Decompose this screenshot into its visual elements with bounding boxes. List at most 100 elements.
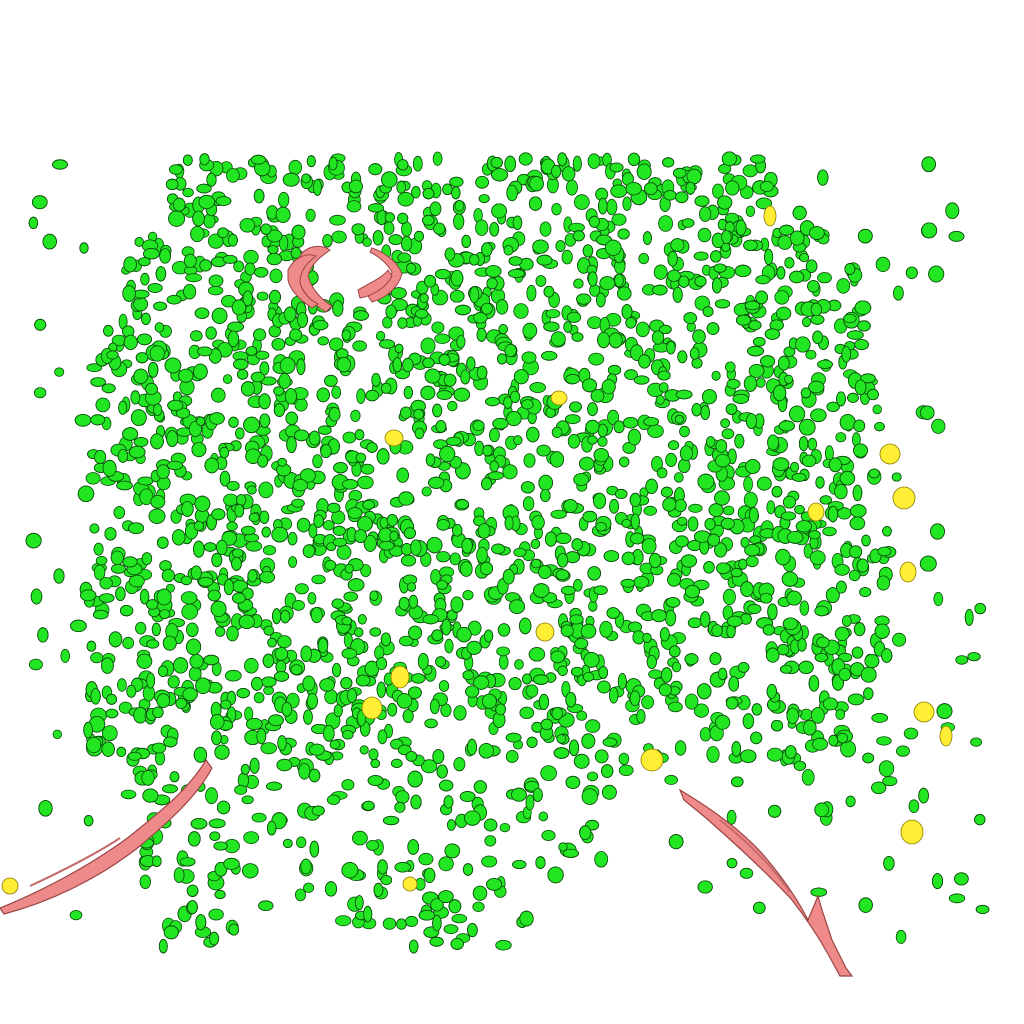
cell-blob (167, 675, 180, 689)
cell-blob (526, 426, 540, 443)
cell-blob (242, 863, 259, 879)
cell-blob (209, 831, 221, 841)
cell-blob (126, 684, 137, 698)
cell-blob (748, 363, 765, 378)
cell-blob (609, 687, 619, 704)
cell-blob (207, 589, 221, 602)
cell-blob (450, 938, 464, 950)
cell-blob (816, 636, 830, 649)
cell-blob (449, 176, 464, 188)
cell-blob (535, 856, 546, 869)
cell-blob (653, 264, 668, 280)
cell-blob (694, 295, 711, 311)
cell-blob (459, 791, 476, 802)
cell-blob (576, 710, 588, 721)
cell-blob (891, 472, 902, 482)
cell-blob (805, 349, 817, 360)
cell-blob (209, 412, 225, 425)
cell-blob (857, 228, 873, 244)
cell-blob (814, 802, 829, 818)
cell-blob (489, 460, 499, 473)
cell-blob (876, 736, 892, 746)
cell-blob (317, 637, 329, 654)
cell-blob (875, 256, 891, 272)
cell-blob (375, 330, 386, 341)
cell-blob (54, 367, 65, 377)
cell-blob (635, 321, 650, 338)
cell-blob (377, 859, 388, 875)
cell-blob (319, 678, 335, 692)
cell-blob (195, 914, 207, 931)
cell-blob (609, 498, 619, 514)
cell-blob (808, 380, 825, 394)
cell-blob (571, 332, 584, 342)
cell-blob (679, 425, 690, 438)
cell-blob (491, 168, 509, 182)
cell-blob (531, 558, 542, 569)
cell-blob (508, 599, 525, 614)
cell-blob (834, 564, 850, 576)
cell-blob (153, 301, 167, 311)
cell-blob (550, 331, 566, 347)
cell-blob (467, 620, 482, 636)
cell-blob (413, 230, 424, 242)
cell-blob (263, 625, 275, 636)
cell-blob (732, 393, 750, 404)
cell-blob (582, 671, 595, 682)
cell-blob (822, 697, 839, 711)
cell-blob (505, 750, 519, 763)
cell-blob (790, 461, 800, 473)
cell-blob (369, 627, 382, 637)
cell-blob (504, 343, 517, 358)
cell-blob (436, 764, 448, 779)
cell-blob (106, 693, 117, 705)
cell-blob (553, 747, 570, 759)
cell-blob (406, 582, 416, 592)
cell-blob (380, 632, 391, 647)
cell-blob (895, 929, 907, 944)
cell-blob (189, 654, 204, 669)
cell-blob (240, 764, 250, 775)
cell-blob (803, 543, 813, 559)
cell-blob (116, 746, 127, 758)
cell-blob (834, 626, 850, 642)
cell-blob (955, 655, 969, 665)
cell-blob (798, 660, 814, 675)
cell-blob (518, 152, 533, 166)
cell-blob (350, 409, 361, 422)
cell-blob (376, 448, 390, 465)
cell-blob (245, 540, 263, 552)
cell-blob (292, 600, 305, 611)
cell-blob (366, 840, 380, 851)
cell-blob (945, 202, 960, 220)
cell-blob (496, 646, 511, 657)
cell-blob (585, 719, 601, 733)
cell-blob (357, 516, 373, 532)
cell-blob (331, 385, 342, 399)
cell-blob (98, 593, 115, 603)
cell-blob (603, 550, 620, 562)
cell-blob (662, 157, 675, 168)
cell-blob (512, 860, 527, 870)
cell-blob (333, 704, 343, 717)
cell-blob (481, 855, 498, 868)
cell-blob (594, 749, 609, 764)
cell-blob (812, 737, 828, 751)
cell-blob (205, 326, 217, 340)
cell-blob (864, 653, 880, 669)
cell-blob (291, 498, 305, 508)
cell-blob (677, 350, 688, 364)
cell-blob (261, 526, 271, 538)
cell-blob (498, 324, 509, 335)
cell-blob (421, 486, 432, 497)
cell-blob (665, 597, 681, 608)
cell-blob (777, 355, 790, 371)
cell-blob (478, 743, 494, 759)
cell-blob (762, 624, 775, 636)
cell-blob (413, 408, 425, 420)
cell-blob (122, 636, 135, 650)
cell-blob (226, 480, 240, 491)
cell-blob (688, 503, 703, 513)
cell-blob (658, 382, 669, 393)
cell-blob (291, 224, 306, 240)
